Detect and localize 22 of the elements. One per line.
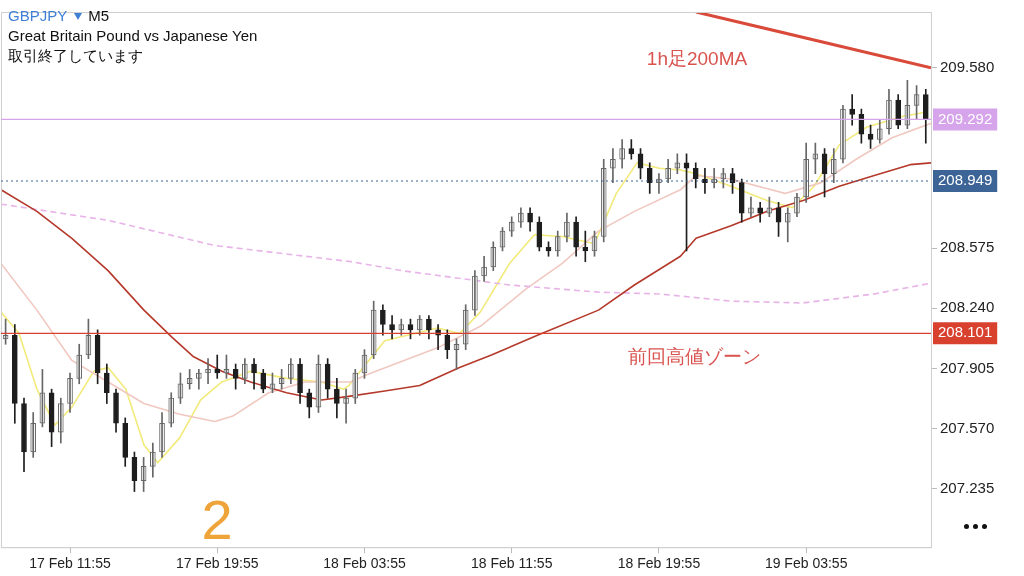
annotation: 1h足200MA: [646, 47, 748, 69]
y-tick-label: 207.235: [940, 478, 995, 496]
x-tick-label: 17 Feb 19:55: [175, 555, 259, 572]
x-tick-label: 19 Feb 03:55: [764, 555, 848, 572]
annotation: 前回高値ゾーン: [627, 345, 761, 367]
y-tick-label: 208.240: [940, 298, 995, 316]
annotation: 取引終了しています: [8, 46, 144, 66]
annotation: 2: [201, 488, 233, 551]
y-tick-label: 209.580: [940, 57, 995, 75]
ref-line-label: 208.949: [938, 171, 993, 189]
chart-title: GBPJPY: [8, 7, 68, 24]
text: Great Britain Pound vs Japanese Yen: [8, 26, 258, 46]
ref-line-label: 208.101: [938, 323, 993, 341]
y-tick-label: 208.575: [940, 238, 995, 256]
x-tick-label: 18 Feb 19:55: [617, 555, 701, 572]
x-tick-label: 18 Feb 03:55: [323, 555, 406, 572]
ref-line-label: 209.292: [938, 109, 993, 127]
y-tick-label: 207.570: [940, 418, 995, 436]
annotation: M5: [88, 7, 110, 24]
x-tick-label: 17 Feb 11:55: [29, 555, 111, 572]
x-tick-label: 18 Feb 11:55: [470, 555, 553, 572]
y-tick-label: 207.905: [940, 358, 995, 376]
